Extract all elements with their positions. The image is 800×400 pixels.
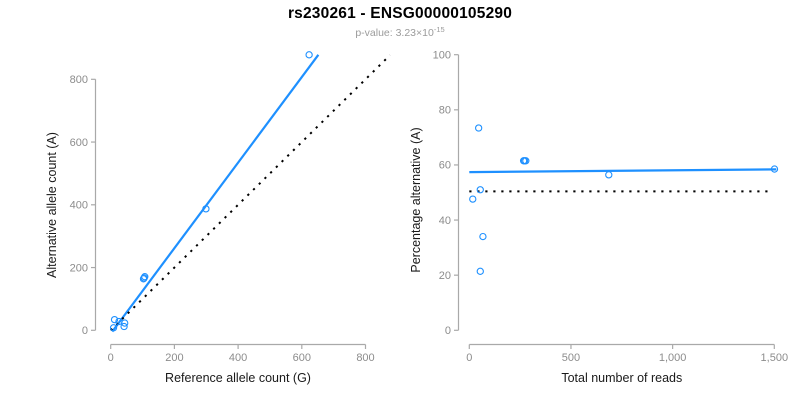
x-axis-title: Total number of reads xyxy=(561,371,682,385)
regression-line xyxy=(469,168,777,174)
x-tick-label: 1,500 xyxy=(761,352,789,364)
y-tick-label: 200 xyxy=(70,262,88,274)
figure-title: rs230261 - ENSG00000105290 xyxy=(287,5,513,22)
data-point xyxy=(120,322,128,331)
data-point xyxy=(305,51,313,59)
y-tick-label: 400 xyxy=(70,200,88,212)
data-point xyxy=(109,324,118,332)
y-tick-label: 80 xyxy=(439,105,451,117)
x-tick-label: 200 xyxy=(165,352,183,364)
data-point xyxy=(770,165,779,173)
regression-line xyxy=(111,54,320,333)
data-point xyxy=(476,267,484,275)
y-tick-label: 100 xyxy=(433,50,451,62)
x-tick-label: 400 xyxy=(229,352,247,364)
y-tick-label: 20 xyxy=(439,270,451,282)
data-point xyxy=(202,205,210,213)
y-tick-label: 600 xyxy=(70,137,88,149)
data-point xyxy=(141,272,149,281)
y-tick-label: 60 xyxy=(439,160,451,172)
data-point xyxy=(479,232,487,241)
figure-subtitle: p-value: 3.23×10-15 xyxy=(0,25,800,39)
y-tick-label: 800 xyxy=(70,74,88,86)
x-tick-label: 0 xyxy=(108,352,114,364)
data-point xyxy=(605,171,613,179)
y-axis-title: Percentage alternative (A) xyxy=(409,127,423,272)
data-point xyxy=(121,319,129,327)
identity-line xyxy=(109,54,391,332)
x-tick-label: 800 xyxy=(356,352,374,364)
y-axis-title: Alternative allele count (A) xyxy=(45,132,59,278)
x-tick-label: 500 xyxy=(562,352,580,364)
right-plot: 0 20 40 60 80 100 0 500 1,000 1,500 Total number o… xyxy=(409,50,788,386)
p-value-text: p-value: 3.23×10 xyxy=(355,27,434,39)
x-tick-label: 600 xyxy=(293,352,311,364)
y-tick-label: 0 xyxy=(445,325,451,337)
y-tick-label: 0 xyxy=(82,325,88,337)
x-axis-title: Reference allele count (G) xyxy=(165,371,311,385)
data-point xyxy=(475,124,483,132)
left-plot: 0 200 400 600 800 0 200 400 600 800 Reference alle… xyxy=(45,51,391,385)
p-value-exponent: -15 xyxy=(433,25,445,34)
data-point xyxy=(110,315,119,324)
x-tick-label: 1,000 xyxy=(659,352,687,364)
data-point xyxy=(522,157,530,165)
data-point xyxy=(476,186,484,194)
x-tick-label: 0 xyxy=(466,352,472,364)
data-point xyxy=(469,195,477,203)
y-tick-label: 40 xyxy=(439,215,451,227)
